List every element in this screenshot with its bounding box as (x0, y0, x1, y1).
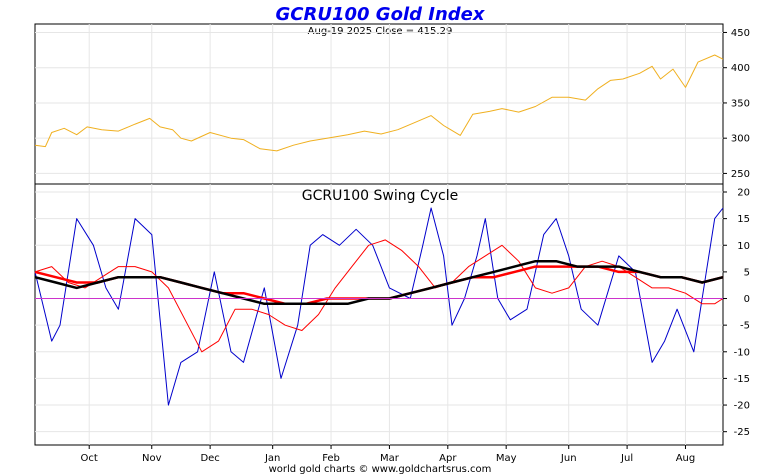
top-series-line-0 (34, 54, 724, 152)
top-ytick-label-4: 450 (731, 28, 750, 39)
bottom-panel-frame (34, 183, 724, 446)
bottom-panel: -25 -20 -15 -10 -5 0 5 10 15 20 GCRU100 Swing Cyc… (34, 183, 750, 446)
x-tick-label-8: Jun (560, 453, 577, 464)
swing-cycle-title: GCRU100 Swing Cycle (302, 188, 458, 204)
top-panel-y-ticks: 250 300 350 400 450 (723, 28, 750, 180)
swing-ytick-label-9: 20 (737, 187, 750, 198)
swing-ytick-label-5: 0 (744, 294, 750, 305)
x-tick-label-10: Aug (676, 453, 696, 464)
bottom-panel-series (34, 207, 724, 406)
x-tick-label-3: Jan (264, 453, 280, 464)
top-panel-grid (35, 24, 723, 184)
top-ytick-label-0: 250 (731, 169, 750, 180)
chart-title: GCRU100 Gold Index (276, 4, 486, 25)
top-ytick-label-3: 400 (731, 63, 750, 74)
top-ytick-label-2: 350 (731, 98, 750, 109)
x-tick-label-4: Feb (322, 453, 340, 464)
top-panel-series (34, 54, 724, 152)
x-tick-label-5: Mar (380, 453, 400, 464)
chart-subtitle: Aug-19 2025 Close = 415.29 (308, 26, 453, 37)
swing-ytick-label-8: 15 (737, 214, 750, 225)
x-tick-label-0: Oct (81, 453, 98, 464)
x-tick-label-1: Nov (142, 453, 162, 464)
x-axis-ticks: Oct Nov Dec Jan Feb Mar Apr May Jun Jul Aug (81, 445, 696, 464)
swing-ytick-label-2: -15 (734, 374, 750, 385)
swing-ytick-label-1: -20 (734, 401, 750, 412)
x-tick-label-6: Apr (439, 453, 457, 464)
swing-ytick-label-0: -25 (734, 427, 750, 438)
swing-ytick-label-3: -10 (734, 347, 750, 358)
bottom-panel-y-ticks: -25 -20 -15 -10 -5 0 5 10 15 20 (723, 187, 750, 438)
top-ytick-label-1: 300 (731, 134, 750, 145)
x-tick-label-7: May (496, 453, 517, 464)
swing-ytick-label-7: 10 (737, 241, 750, 252)
swing-ytick-label-4: -5 (740, 321, 750, 332)
top-panel: 250 300 350 400 450 (34, 23, 750, 185)
swing-series-line-0 (34, 207, 724, 406)
footer-credit: world gold charts © www.goldchartsrus.co… (269, 464, 492, 475)
x-tick-label-9: Jul (620, 453, 633, 464)
top-panel-frame (34, 23, 724, 185)
x-tick-label-2: Dec (200, 453, 219, 464)
bottom-panel-grid (35, 184, 723, 445)
swing-ytick-label-6: 5 (744, 267, 750, 278)
